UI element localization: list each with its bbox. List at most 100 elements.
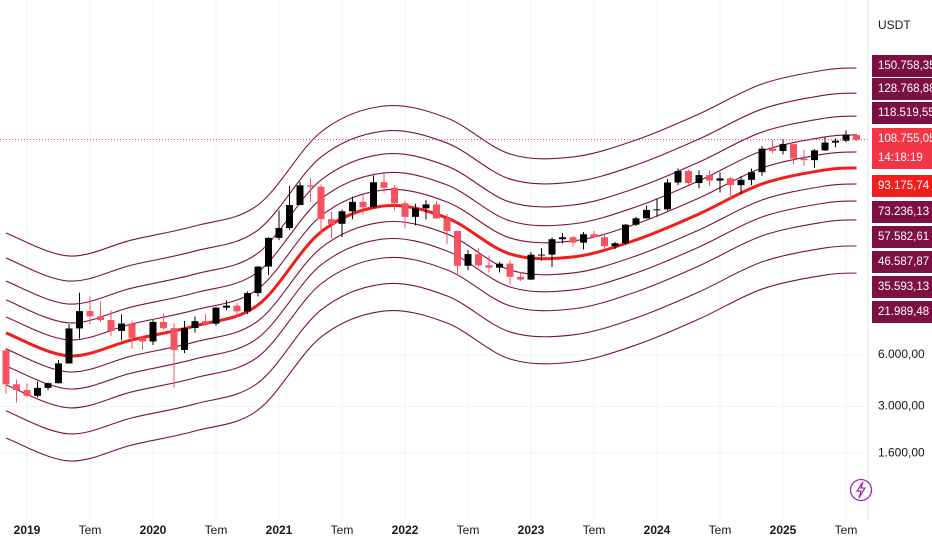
x-tick-label: 2021 bbox=[266, 523, 293, 537]
candle-body bbox=[44, 383, 52, 388]
x-tick-label: 2025 bbox=[770, 523, 797, 537]
candle-body bbox=[716, 178, 724, 181]
y-tick-label: 6.000,00 bbox=[878, 347, 925, 361]
candle-body bbox=[433, 204, 440, 219]
candle-body bbox=[370, 182, 377, 208]
candle-body bbox=[149, 321, 157, 342]
band-line bbox=[5, 92, 857, 282]
candle-body bbox=[643, 209, 650, 219]
value-tag-label: 35.593,13 bbox=[878, 281, 929, 293]
candle-body bbox=[34, 387, 41, 396]
icon-bolt bbox=[855, 481, 867, 499]
candle-body bbox=[118, 323, 125, 331]
candle-body bbox=[191, 321, 199, 328]
candle-body bbox=[328, 219, 335, 224]
candle-body bbox=[338, 211, 346, 224]
unit-label: USDT bbox=[878, 18, 911, 32]
candle-body bbox=[748, 172, 755, 180]
candle-body bbox=[590, 234, 598, 238]
candle-body bbox=[601, 237, 608, 247]
value-tag-label: 128.768,88 bbox=[878, 83, 932, 95]
x-tick-label: 2024 bbox=[644, 523, 671, 537]
candle-body bbox=[443, 218, 451, 232]
candle-body bbox=[559, 237, 566, 240]
candle-body bbox=[286, 204, 293, 229]
x-tick-label: Tem bbox=[205, 523, 228, 537]
price-tag-label: 108.755,05 bbox=[878, 133, 932, 145]
candle-body bbox=[811, 150, 818, 161]
plot-area bbox=[0, 67, 868, 462]
candle-body bbox=[233, 305, 241, 312]
candle-body bbox=[464, 254, 472, 266]
candle-body bbox=[13, 384, 20, 391]
candle-body bbox=[412, 208, 419, 217]
x-tick-label: 2019 bbox=[14, 523, 41, 537]
candle-body bbox=[254, 266, 262, 294]
band-line bbox=[5, 134, 857, 324]
candle-body bbox=[401, 203, 409, 217]
value-tag-label: 118.519,55 bbox=[878, 107, 932, 119]
candle-body bbox=[265, 237, 272, 267]
candle-body bbox=[832, 140, 839, 143]
value-tag bbox=[872, 201, 932, 223]
band-line bbox=[5, 245, 857, 435]
axes: 6.000,00 3.000,00 1.600,00 2019 Tem 2020 Tem 20… bbox=[14, 55, 932, 537]
candle-body bbox=[170, 328, 178, 350]
candle-body bbox=[454, 231, 461, 266]
candle-body bbox=[821, 142, 829, 151]
value-tag bbox=[872, 78, 932, 100]
candle-body bbox=[769, 148, 776, 151]
candle-body bbox=[727, 178, 734, 186]
candle-body bbox=[107, 319, 115, 331]
candle-body bbox=[2, 350, 10, 385]
candle-body bbox=[706, 175, 713, 181]
value-tag bbox=[872, 301, 932, 323]
candle-body bbox=[359, 201, 367, 208]
candle-body bbox=[317, 186, 325, 220]
candle-body bbox=[349, 201, 356, 212]
x-tick-label: Tem bbox=[709, 523, 732, 537]
candle-body bbox=[212, 307, 220, 324]
value-tag-label: 21.989,48 bbox=[878, 306, 929, 318]
band-line bbox=[5, 272, 857, 462]
candle-body bbox=[496, 263, 503, 268]
candle-body bbox=[223, 305, 230, 308]
candle-body bbox=[65, 328, 73, 364]
candle-body bbox=[580, 234, 587, 243]
candle-body bbox=[695, 175, 703, 184]
candle-body bbox=[160, 321, 167, 329]
candle-body bbox=[422, 204, 430, 209]
x-tick-label: Tem bbox=[331, 523, 354, 537]
value-tag-label: 150.758,35 bbox=[878, 60, 932, 72]
candle-body bbox=[758, 148, 766, 173]
icon-circle bbox=[849, 478, 873, 502]
candle-body bbox=[380, 182, 388, 188]
candle-body bbox=[86, 311, 94, 317]
value-tag-label: 93.175,74 bbox=[878, 180, 930, 192]
y-tick-label: 1.600,00 bbox=[878, 445, 925, 459]
value-tag bbox=[872, 251, 932, 273]
candle-body bbox=[244, 293, 251, 312]
value-tag bbox=[872, 102, 932, 124]
value-tag bbox=[872, 226, 932, 248]
candle-body bbox=[653, 209, 661, 211]
candle-body bbox=[779, 144, 787, 151]
value-tag bbox=[872, 276, 932, 298]
candle-body bbox=[139, 337, 146, 342]
candle-body bbox=[622, 224, 629, 244]
candle-body bbox=[548, 239, 556, 255]
lightning-icon[interactable] bbox=[849, 478, 873, 502]
candle-body bbox=[181, 327, 188, 350]
x-tick-label: Tem bbox=[835, 523, 858, 537]
candle-body bbox=[485, 265, 493, 268]
countdown-label: 14:18:19 bbox=[878, 152, 923, 164]
candle-body bbox=[97, 316, 104, 320]
x-tick-label: 2020 bbox=[140, 523, 167, 537]
value-tag bbox=[872, 55, 932, 77]
value-tag-label: 73.236,13 bbox=[878, 206, 929, 218]
candle-body bbox=[538, 254, 545, 256]
band-line bbox=[5, 67, 857, 257]
x-tick-label: Tem bbox=[457, 523, 480, 537]
candle-body bbox=[842, 135, 850, 141]
